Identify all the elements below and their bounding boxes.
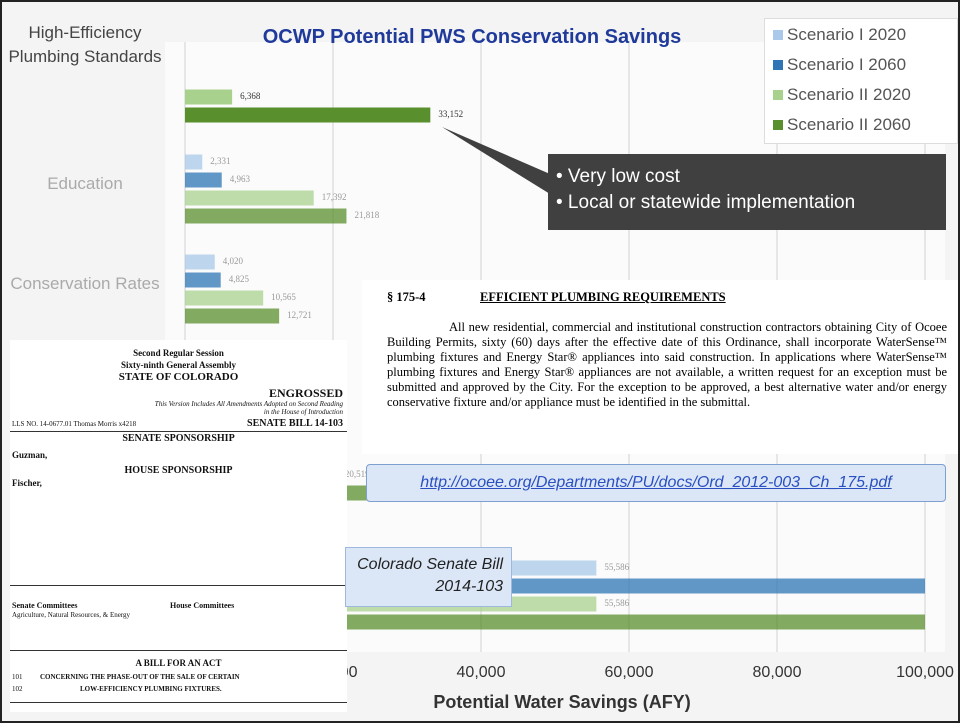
- legend-label: Scenario I 2020: [787, 25, 907, 44]
- bar: [185, 208, 347, 224]
- callout: • Very low cost • Local or statewide imp…: [548, 154, 946, 230]
- text: House Committees: [170, 601, 235, 610]
- text: CONCERNING THE PHASE-OUT OF THE SALE OF …: [40, 673, 240, 681]
- bar: [185, 89, 233, 105]
- bullet: • Local or statewide implementation: [556, 192, 856, 213]
- text: This Version Includes All Amendments Ado…: [154, 400, 343, 416]
- value-label: 55,586: [604, 598, 629, 608]
- value-label: 17,392: [322, 192, 347, 202]
- text: LLS NO. 14-0677.01 Thomas Morris x4218: [12, 420, 137, 428]
- legend-entry: Scenario I 2060: [773, 55, 906, 75]
- section: § 175-4: [387, 290, 426, 304]
- legend-label: Scenario I 2060: [787, 55, 907, 74]
- bar: [185, 308, 280, 324]
- text: LOW-EFFICIENCY PLUMBING FIXTURES.: [80, 685, 222, 693]
- legend-entry: Scenario II 2060: [773, 115, 911, 135]
- bar: [185, 172, 222, 188]
- legend-swatch: [773, 90, 783, 100]
- value-label: 4,963: [230, 174, 251, 184]
- category-label: High-Efficiency Plumbing Standards: [8, 23, 162, 66]
- text: ENGROSSED: [268, 386, 343, 400]
- value-label: 20,519: [345, 469, 370, 479]
- legend-entry: Scenario I 2020: [773, 25, 906, 45]
- rule: [10, 431, 347, 432]
- legend-swatch: [773, 60, 783, 70]
- legend-label: Scenario II 2060: [787, 115, 911, 134]
- bar: [185, 154, 203, 170]
- value-label: 4,825: [229, 274, 250, 284]
- category-label: Education: [47, 174, 123, 193]
- heading: EFFICIENT PLUMBING REQUIREMENTS: [480, 290, 726, 304]
- legend-swatch: [773, 30, 783, 40]
- senate-bill: Second Regular Session Sixty-ninth Gener…: [10, 340, 347, 712]
- legend: Scenario I 2020 Scenario I 2060 Scenario I…: [764, 18, 958, 144]
- bullet: • Very low cost: [556, 166, 680, 187]
- bar: [185, 190, 314, 206]
- bar: [185, 290, 264, 306]
- text: 101: [12, 673, 23, 681]
- rule: [10, 585, 347, 586]
- value-label: 12,721: [287, 310, 312, 320]
- chart-title: OCWP Potential PWS Conservation Savings: [262, 26, 682, 48]
- bar: [185, 254, 215, 270]
- legend-entry: Scenario II 2020: [773, 85, 911, 105]
- paragraph: All new residential, commercial and inst…: [387, 320, 947, 409]
- text: Agriculture, Natural Resources, & Energy: [12, 611, 131, 619]
- text: Sixty-ninth General Assembly: [120, 360, 236, 370]
- category-label: Conservation Rates: [10, 274, 160, 293]
- text: 102: [12, 685, 23, 693]
- rule: [10, 702, 347, 703]
- value-label: 6,368: [240, 91, 261, 101]
- value-label: 33,152: [438, 109, 463, 119]
- x-tick-label: 40,000: [456, 664, 506, 681]
- bar: [185, 272, 221, 288]
- text: A BILL FOR AN ACT: [135, 658, 222, 668]
- legend-swatch: [773, 120, 783, 130]
- value-label: 4,020: [223, 256, 244, 266]
- bar: [185, 614, 925, 630]
- text: HOUSE SPONSORSHIP: [124, 465, 233, 476]
- caption: Colorado Senate Bill 2014-103: [345, 547, 512, 607]
- rule: [10, 650, 347, 651]
- x-tick-label: 80,000: [752, 664, 802, 681]
- text: Senate Committees: [12, 601, 78, 610]
- x-axis-title: Potential Water Savings (AFY): [433, 692, 691, 712]
- ordinance: § 175-4 EFFICIENT PLUMBING REQUIREMENTS …: [362, 280, 958, 454]
- legend-label: Scenario II 2020: [787, 85, 911, 104]
- text: SENATE SPONSORSHIP: [122, 433, 235, 444]
- text: Second Regular Session: [133, 348, 224, 358]
- value-label: 2,331: [210, 156, 230, 166]
- text: STATE OF COLORADO: [118, 371, 239, 383]
- bar: [185, 107, 431, 123]
- link[interactable]: http://ocoee.org/Departments/PU/docs/Ord…: [366, 464, 946, 502]
- value-label: 10,565: [271, 292, 296, 302]
- x-tick-label: 60,000: [604, 664, 654, 681]
- text: Fischer,: [12, 478, 42, 488]
- value-label: 55,586: [604, 562, 629, 572]
- text: Guzman,: [12, 450, 48, 460]
- value-label: 21,818: [354, 210, 379, 220]
- text: SENATE BILL 14-103: [247, 418, 343, 429]
- x-tick-label: 100,000: [896, 664, 954, 681]
